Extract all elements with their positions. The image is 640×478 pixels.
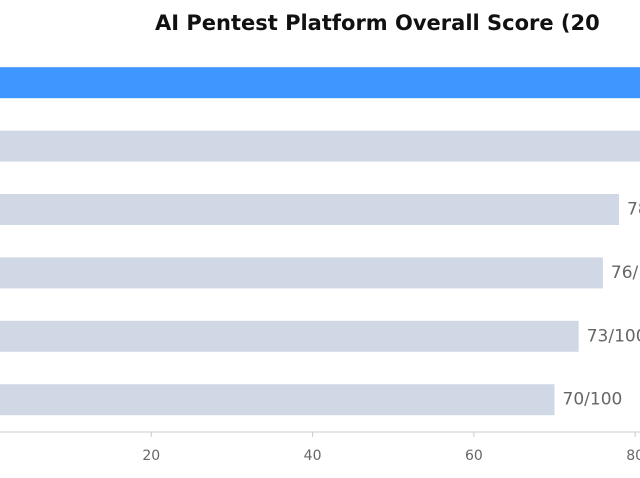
value-label: 76/100	[611, 263, 640, 283]
bar	[0, 194, 620, 225]
value-label: 73/100	[587, 326, 640, 346]
x-tick-label: 80	[626, 448, 640, 464]
bar	[0, 257, 603, 289]
chart-title: AI Pentest Platform Overall Score (20	[155, 11, 600, 35]
value-label: 78/100	[627, 200, 640, 220]
bar	[0, 130, 640, 162]
value-label: 70/100	[563, 390, 623, 410]
bar	[0, 67, 640, 99]
x-tick-label: 60	[465, 448, 483, 464]
x-tick-label: 40	[304, 448, 322, 464]
bar	[0, 384, 555, 416]
bar	[0, 320, 579, 352]
x-tick-label: 20	[142, 448, 160, 464]
